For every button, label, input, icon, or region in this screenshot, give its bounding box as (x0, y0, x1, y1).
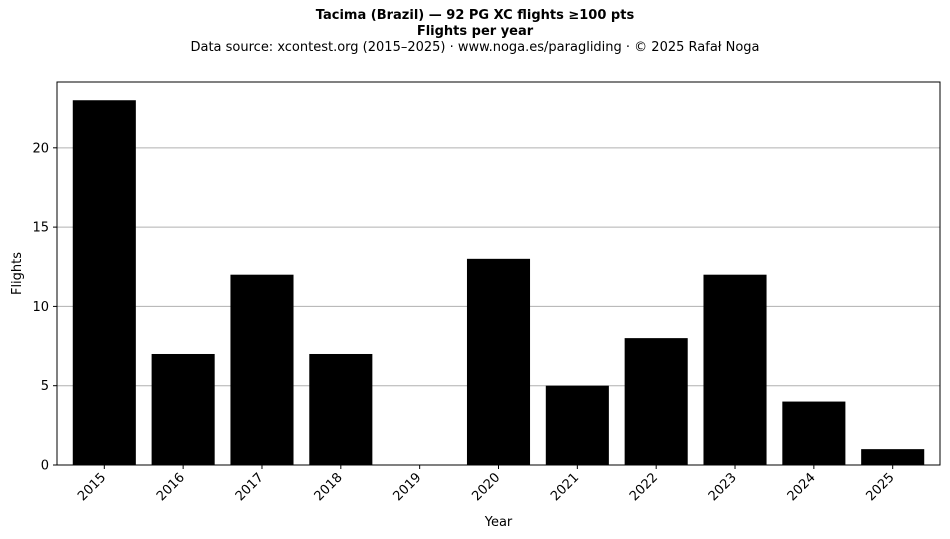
x-tick-label: 2022 (627, 470, 661, 504)
x-tick-label: 2025 (864, 470, 898, 504)
chart-title: Tacima (Brazil) — 92 PG XC flights ≥100 … (315, 8, 635, 23)
title-block: Tacima (Brazil) — 92 PG XC flights ≥100 … (0, 8, 950, 56)
x-tick-label: 2024 (785, 470, 819, 504)
bar-2018 (309, 353, 373, 465)
x-tick-label: 2019 (390, 470, 424, 504)
y-tick-label: 0 (41, 459, 49, 474)
bar-2017 (230, 274, 294, 465)
y-axis-label: Flights (10, 252, 25, 295)
chart-source-line: Data source: xcontest.org (2015–2025) · … (190, 40, 760, 55)
bar-2022 (624, 338, 688, 465)
x-axis: 2015 2016 2017 2018 2019 2020 2021 2022 2023 2024… (75, 465, 898, 504)
bar-2015 (72, 100, 136, 465)
y-tick-label: 15 (32, 221, 49, 236)
y-tick-label: 10 (32, 300, 49, 315)
x-tick-label: 2017 (233, 470, 267, 504)
x-tick-label: 2015 (75, 470, 109, 504)
bars (72, 100, 925, 465)
x-tick-label: 2023 (706, 470, 740, 504)
x-tick-label: 2021 (548, 470, 582, 504)
bar-2016 (151, 353, 215, 465)
x-tick-label: 2016 (154, 470, 188, 504)
bar-2023 (703, 274, 767, 465)
x-tick-label: 2020 (469, 470, 503, 504)
bar-2024 (782, 401, 846, 465)
bar-2020 (466, 258, 531, 465)
bar-2025 (861, 449, 925, 465)
y-tick-label: 5 (41, 379, 49, 394)
chart-subtitle: Flights per year (416, 24, 534, 39)
x-tick-label: 2018 (312, 470, 346, 504)
y-tick-label: 20 (32, 141, 49, 156)
bar-2021 (545, 385, 609, 465)
x-axis-label: Year (484, 515, 513, 530)
y-axis: 0 5 10 15 20 (32, 141, 57, 474)
